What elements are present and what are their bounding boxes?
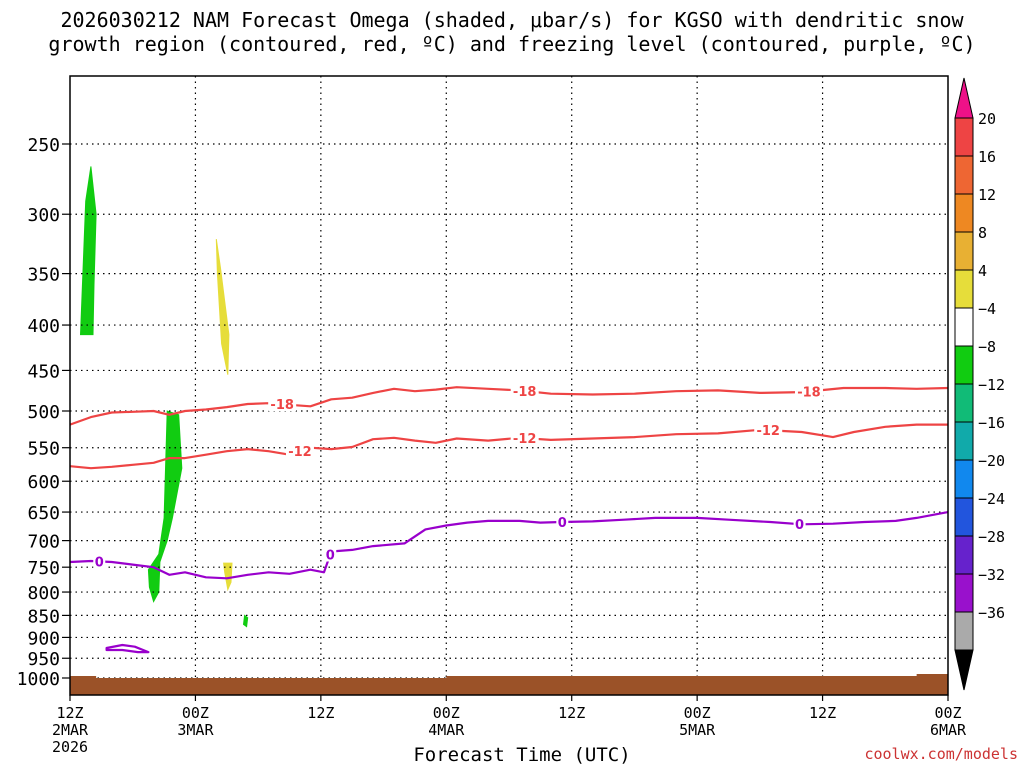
contour-label--12-2: -12 — [756, 424, 780, 439]
contour-label-bg — [510, 383, 539, 398]
colorbar-segment-5 — [954, 269, 974, 309]
colorbar-segment-11 — [954, 497, 974, 537]
colorbar-segment-8 — [954, 383, 974, 423]
x-tick-label-0-2: 2026 — [52, 738, 88, 756]
y-tick-label-500: 500 — [27, 402, 60, 423]
site-credit[interactable]: coolwx.com/models — [864, 745, 1018, 763]
x-tick-label-60-0: 00Z — [684, 704, 711, 722]
y-tick-label-750: 750 — [27, 558, 60, 579]
y-tick-label-850: 850 — [27, 606, 60, 627]
x-tick-label-0-0: 12Z — [56, 704, 83, 722]
colorbar-legend: 20 16 12 8 4 −4 −8 −12 −16 −20 −24 −28 −32 −36 — [954, 77, 1005, 691]
colorbar-label-1: 16 — [978, 148, 996, 166]
x-tick-label-60-1: 5MAR — [679, 721, 716, 739]
x-tick-label-36-1: 4MAR — [428, 721, 465, 739]
contour-label-0-2: 0 — [558, 516, 567, 531]
y-tick-label-650: 650 — [27, 503, 60, 524]
contour-label-bg — [285, 444, 314, 459]
y-tick-label-600: 600 — [27, 472, 60, 493]
colorbar-segment-1 — [954, 117, 974, 157]
colorbar-label-0: 20 — [978, 110, 996, 128]
colorbar-segment-9 — [954, 421, 974, 461]
colorbar-label-12: −32 — [978, 566, 1005, 584]
colorbar-segment-2 — [954, 155, 974, 195]
contour-label--18-0: -18 — [270, 398, 294, 413]
contour-label-0-1: 0 — [326, 549, 335, 564]
colorbar-segment-13 — [954, 573, 974, 613]
contour-label-bg — [794, 384, 823, 399]
contour-layer: -18 -18 -18 -12 -12 -12 0 0 0 0 — [69, 383, 949, 654]
y-tick-label-350: 350 — [27, 265, 60, 286]
omega-region-4 — [215, 239, 230, 375]
y-tick-label-1000: 1000 — [17, 669, 60, 690]
colorbar-segment-4 — [954, 231, 974, 271]
colorbar-label-4: 4 — [978, 262, 987, 280]
colorbar-label-13: −36 — [978, 604, 1005, 622]
omega-region-1 — [79, 166, 97, 336]
colorbar-label-10: −24 — [978, 490, 1005, 508]
x-tick-label-72-0: 12Z — [809, 704, 836, 722]
colorbar-label-5: −4 — [978, 300, 996, 318]
x-tick-label-12-0: 00Z — [182, 704, 209, 722]
x-tick-label-84-1: 6MAR — [930, 721, 967, 739]
omega-region-3 — [242, 614, 249, 628]
colorbar-segment-10 — [954, 459, 974, 499]
terrain-below-ground — [70, 674, 948, 695]
y-tick-label-400: 400 — [27, 316, 60, 337]
contour-label--12-1: -12 — [513, 432, 537, 447]
contour-label--18-2: -18 — [797, 385, 821, 400]
x-axis-label: Forecast Time (UTC) — [413, 744, 631, 766]
y-tick-label-950: 950 — [27, 649, 60, 670]
contour-line-closed-3 — [105, 643, 150, 654]
x-tick-label-12-1: 3MAR — [177, 721, 214, 739]
contour-label-bg — [793, 517, 806, 532]
x-tick-label-84-0: 00Z — [934, 704, 961, 722]
colorbar-segment-6 — [954, 307, 974, 347]
y-tick-label-550: 550 — [27, 439, 60, 460]
axes-layer: 2503003504004505005506006507007508008509… — [17, 75, 967, 756]
x-tick-label-24-0: 12Z — [307, 704, 334, 722]
y-tick-label-300: 300 — [27, 205, 60, 226]
contour-label-0-0: 0 — [95, 555, 104, 570]
contour-label--18-1: -18 — [513, 385, 537, 400]
colorbar-segment-12 — [954, 535, 974, 575]
colorbar-label-2: 12 — [978, 186, 996, 204]
x-tick-label-48-0: 12Z — [558, 704, 585, 722]
omega-region-5 — [223, 562, 233, 592]
y-tick-label-800: 800 — [27, 583, 60, 604]
colorbar-label-8: −16 — [978, 414, 1005, 432]
chart-title-line-1: 2026030212 NAM Forecast Omega (shaded, μ… — [60, 8, 964, 32]
y-tick-label-700: 700 — [27, 532, 60, 553]
contour-label-bg — [510, 431, 539, 446]
x-tick-label-36-0: 00Z — [433, 704, 460, 722]
terrain-layer — [70, 674, 948, 695]
contour-label-bg — [324, 547, 337, 562]
contour-label-bg — [556, 514, 569, 529]
colorbar-top-tip — [954, 77, 974, 119]
colorbar-label-7: −12 — [978, 376, 1005, 394]
contour-label-bg — [754, 423, 783, 438]
contour-label-bg — [93, 554, 106, 569]
colorbar-label-3: 8 — [978, 224, 987, 242]
colorbar-label-6: −8 — [978, 338, 996, 356]
x-tick-label-0-1: 2MAR — [52, 721, 89, 739]
contour-label-0-3: 0 — [795, 518, 804, 533]
y-tick-label-900: 900 — [27, 628, 60, 649]
contour-label-bg — [268, 397, 297, 412]
colorbar-segment-7 — [954, 345, 974, 385]
contour-label--12-0: -12 — [288, 445, 312, 460]
colorbar-label-9: −20 — [978, 452, 1005, 470]
colorbar-segment-14 — [954, 611, 974, 651]
contour-line--18-0 — [69, 386, 949, 426]
y-tick-label-450: 450 — [27, 361, 60, 382]
colorbar-segment-3 — [954, 193, 974, 233]
y-tick-label-250: 250 — [27, 135, 60, 156]
colorbar-bottom-tip — [954, 649, 974, 691]
chart-title-line-2: growth region (contoured, red, ºC) and f… — [48, 32, 976, 56]
contour-line-0-2 — [69, 511, 949, 580]
colorbar-label-11: −28 — [978, 528, 1005, 546]
